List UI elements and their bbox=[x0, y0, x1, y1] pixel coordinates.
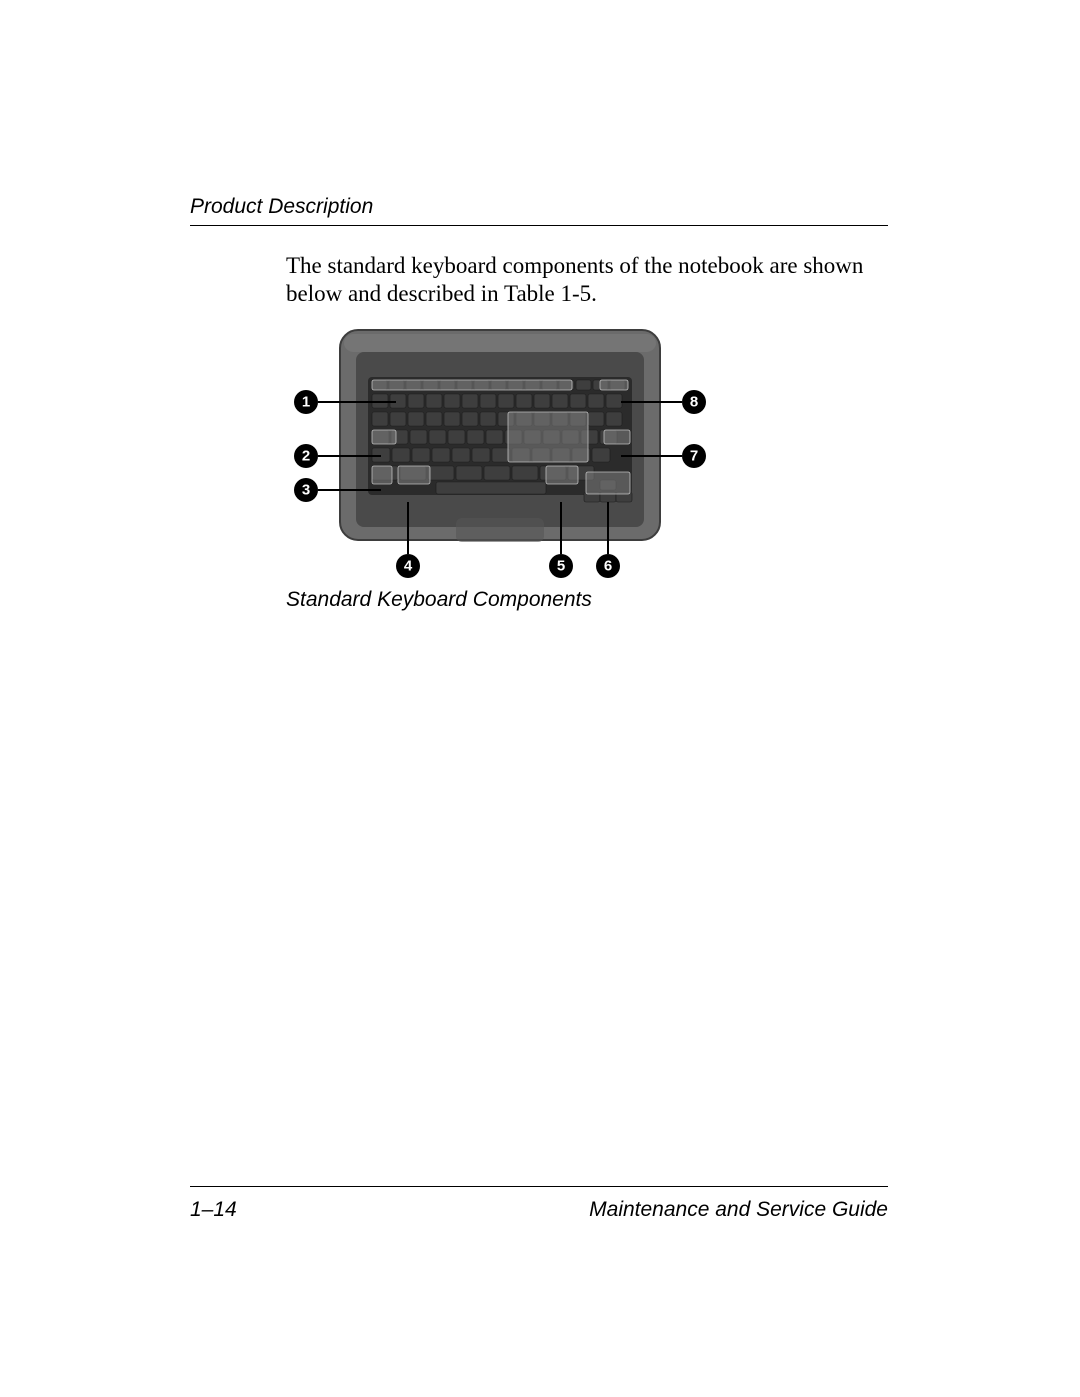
svg-text:2: 2 bbox=[302, 448, 310, 465]
header-title: Product Description bbox=[190, 195, 373, 219]
header-rule bbox=[190, 225, 888, 226]
footer-rule bbox=[190, 1186, 888, 1187]
svg-text:3: 3 bbox=[302, 482, 310, 499]
svg-text:1: 1 bbox=[302, 394, 310, 411]
figure-caption: Standard Keyboard Components bbox=[286, 588, 592, 612]
footer-guide-title: Maintenance and Service Guide bbox=[589, 1198, 888, 1222]
svg-text:5: 5 bbox=[557, 558, 565, 575]
svg-text:8: 8 bbox=[690, 394, 698, 411]
body-paragraph: The standard keyboard components of the … bbox=[286, 252, 888, 308]
page: Product Description The standard keyboar… bbox=[0, 0, 1080, 1397]
svg-text:6: 6 bbox=[604, 558, 612, 575]
footer-page-number: 1–14 bbox=[190, 1198, 237, 1222]
svg-text:7: 7 bbox=[690, 448, 698, 465]
figure: 1 2 3 8 7 4 5 6 bbox=[286, 322, 714, 578]
keyboard-figure-svg: 1 2 3 8 7 4 5 6 bbox=[286, 322, 714, 578]
svg-text:4: 4 bbox=[404, 558, 413, 575]
